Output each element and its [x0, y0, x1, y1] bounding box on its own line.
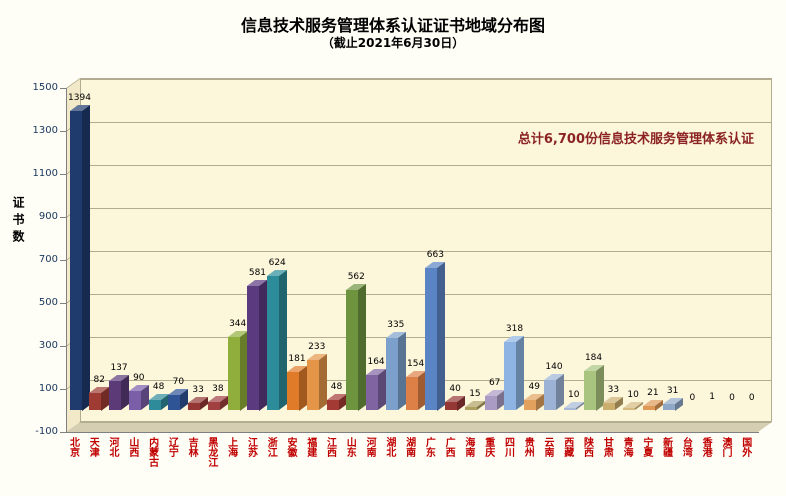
x-axis-label: 山西 — [126, 437, 138, 457]
x-axis-label: 澳门 — [719, 437, 731, 457]
x-axis-label: 陕西 — [581, 437, 593, 457]
x-axis-label: 吉林 — [186, 437, 198, 457]
x-axis-label: 山东 — [344, 437, 356, 457]
chart-subtitle: （截止2021年6月30日） — [321, 36, 465, 50]
x-axis-label: 浙江 — [265, 437, 277, 457]
x-axis-label: 国外 — [739, 437, 751, 457]
x-axis-label: 北京 — [67, 437, 79, 457]
y-axis-tick-label: 100 — [38, 383, 58, 394]
x-axis-label: 天津 — [87, 437, 99, 457]
x-axis-label: 四川 — [502, 437, 514, 457]
x-axis-label: 湖南 — [403, 437, 415, 457]
x-axis-label: 河南 — [364, 437, 376, 457]
x-axis-label: 安徽 — [284, 437, 296, 457]
x-axis-label: 甘肃 — [601, 437, 613, 457]
x-axis-label: 上海 — [225, 437, 237, 457]
y-axis-tick-label: -100 — [35, 426, 58, 437]
total-annotation: 总计6,700份信息技术服务管理体系认证 — [517, 132, 754, 147]
y-axis-tick-label: 1300 — [32, 125, 58, 136]
y-axis-tick-label: 700 — [38, 254, 58, 265]
x-axis-label: 河北 — [107, 437, 119, 457]
y-axis-tick-label: 1500 — [32, 82, 58, 93]
x-axis-line — [66, 432, 759, 433]
plot-left-wall — [66, 78, 80, 432]
x-axis-label: 广西 — [443, 437, 455, 457]
y-axis-tick-label: 500 — [38, 297, 58, 308]
plot-back-wall — [80, 78, 772, 422]
x-axis-label: 新疆 — [660, 437, 672, 457]
x-axis-label: 内蒙古 — [146, 437, 158, 467]
x-axis-label: 云南 — [542, 437, 553, 457]
x-axis-label: 海南 — [462, 437, 474, 457]
y-axis-tick-label: 300 — [38, 340, 58, 351]
x-axis-label: 宁夏 — [640, 437, 652, 457]
x-axis-label: 江苏 — [245, 437, 257, 457]
x-axis-label: 黑龙江 — [205, 437, 217, 467]
x-axis-label: 湖北 — [383, 437, 395, 457]
y-axis-tick-label: 1100 — [32, 168, 58, 179]
x-axis-label: 香港 — [700, 437, 712, 457]
x-axis-label: 台湾 — [680, 437, 692, 457]
x-axis-label: 西藏 — [561, 437, 573, 457]
y-axis-title: 证书数 — [11, 196, 25, 247]
x-axis-label: 福建 — [304, 437, 316, 457]
x-axis-label: 江西 — [324, 437, 336, 457]
x-axis-label: 青海 — [621, 437, 633, 457]
x-axis-label: 辽宁 — [166, 437, 178, 457]
chart-title: 信息技术服务管理体系认证证书地域分布图 — [240, 16, 545, 35]
x-axis-label: 广东 — [423, 437, 435, 457]
y-axis-line — [66, 88, 67, 433]
plot-floor — [66, 422, 773, 432]
x-axis-label: 重庆 — [482, 437, 494, 457]
x-axis-label: 贵州 — [522, 437, 534, 457]
